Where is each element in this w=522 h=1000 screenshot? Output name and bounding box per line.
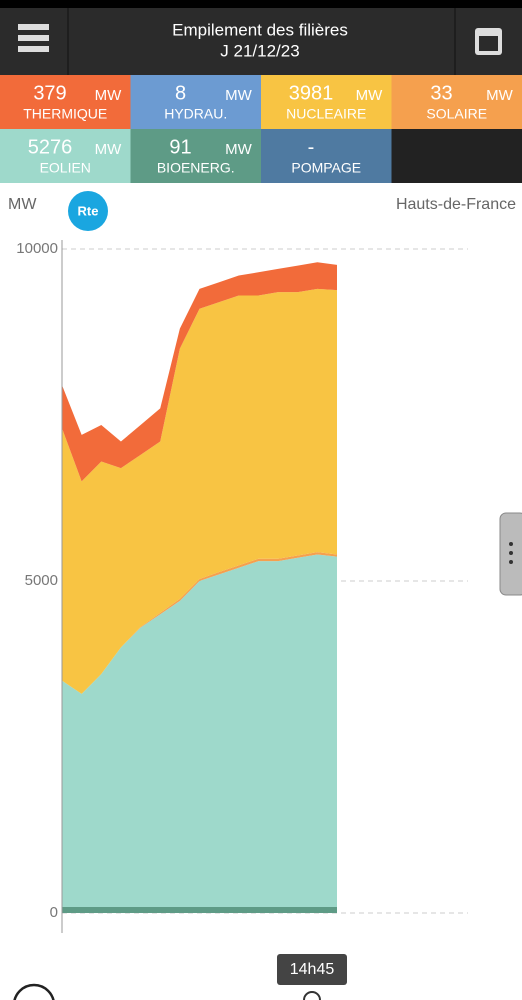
handle-dot bbox=[509, 560, 513, 564]
tile-value: - bbox=[308, 136, 315, 158]
tile-name: POMPAGE bbox=[291, 160, 361, 176]
status-bar bbox=[0, 0, 522, 8]
tile-unit: MW bbox=[486, 87, 513, 104]
tile-name: SOLAIRE bbox=[426, 106, 487, 122]
tile-value: 3981 bbox=[289, 82, 334, 104]
tile-name: HYDRAU. bbox=[164, 106, 227, 122]
tile bbox=[391, 75, 522, 129]
tile-name: EOLIEN bbox=[40, 160, 91, 176]
tile-value: 5276 bbox=[28, 136, 73, 158]
rte-logo-text: Rte bbox=[78, 203, 99, 218]
y-tick-label: 5000 bbox=[25, 572, 58, 589]
area bbox=[62, 906, 337, 913]
tile bbox=[261, 75, 392, 129]
header-date: J 21/12/23 bbox=[220, 41, 299, 60]
cursor-handle[interactable] bbox=[303, 991, 321, 1000]
handle-dot bbox=[509, 551, 513, 555]
back-button[interactable] bbox=[13, 983, 55, 1000]
tile-unit: MW bbox=[225, 141, 252, 158]
menu-icon bbox=[18, 24, 49, 30]
tile-unit: MW bbox=[95, 141, 122, 158]
tiles: 379 MW THERMIQUE 8 MW HYDRAU. 3981 MW NUCLEAIRE 3… bbox=[0, 75, 522, 183]
area bbox=[62, 554, 337, 908]
tile-value: 379 bbox=[33, 82, 66, 104]
tile bbox=[0, 75, 131, 129]
area bbox=[62, 288, 337, 694]
region: Hauts-de-France bbox=[396, 196, 516, 213]
cursor-label: 14h45 bbox=[290, 961, 335, 978]
tile-unit: MW bbox=[225, 87, 252, 104]
tile-name: BIOENERG. bbox=[157, 160, 235, 176]
header bbox=[0, 8, 522, 75]
menu-icon bbox=[18, 35, 49, 41]
tile-value: 91 bbox=[169, 136, 191, 158]
cursor-tooltip bbox=[277, 954, 347, 985]
chart: 0 5000 10000 bbox=[16, 240, 468, 921]
tile-name: NUCLEAIRE bbox=[286, 106, 366, 122]
tile bbox=[130, 75, 261, 129]
area bbox=[62, 552, 337, 694]
header-title: Empilement des filières bbox=[172, 20, 348, 39]
handle-dot bbox=[509, 542, 513, 546]
menu-icon bbox=[18, 46, 49, 52]
area bbox=[62, 262, 337, 482]
rte-logo bbox=[68, 191, 108, 231]
tile bbox=[0, 129, 131, 183]
tile-value: 8 bbox=[175, 82, 186, 104]
tile-unit: MW bbox=[356, 87, 383, 104]
tile-empty bbox=[391, 129, 522, 183]
y-tick-label: 10000 bbox=[16, 240, 58, 257]
tile bbox=[130, 129, 261, 183]
y-tick-label: 0 bbox=[50, 904, 58, 921]
y-axis-unit: MW bbox=[8, 196, 37, 213]
tile bbox=[261, 129, 392, 183]
menu-button[interactable] bbox=[18, 24, 49, 52]
tile-name: THERMIQUE bbox=[23, 106, 107, 122]
tile-value: 33 bbox=[430, 82, 452, 104]
tile-unit: MW bbox=[95, 87, 122, 104]
calendar-icon bbox=[479, 36, 498, 51]
calendar-button[interactable] bbox=[475, 28, 502, 55]
